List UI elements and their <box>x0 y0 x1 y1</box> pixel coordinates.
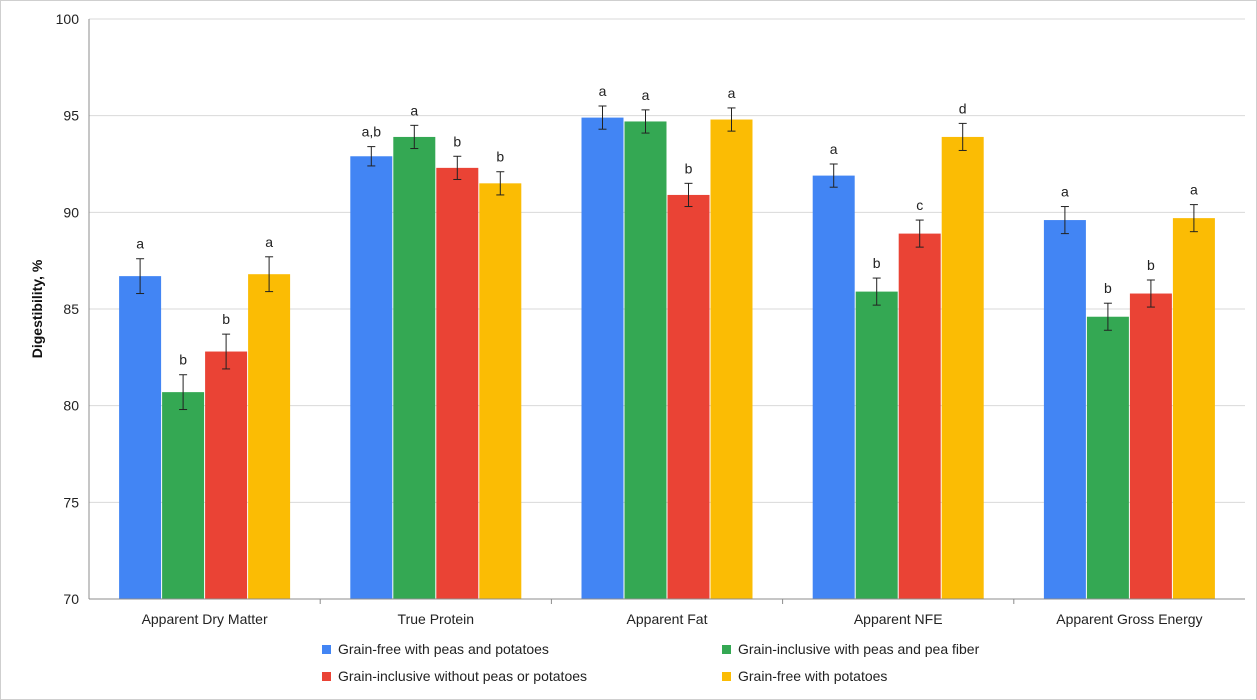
bar <box>624 121 667 599</box>
y-tick-label: 100 <box>56 11 80 27</box>
y-tick-label: 75 <box>63 494 79 510</box>
x-tick-label: Apparent Fat <box>627 611 708 627</box>
y-tick-label: 90 <box>63 204 79 220</box>
legend-label: Grain-inclusive with peas and pea fiber <box>738 641 980 657</box>
significance-label: b <box>1104 280 1112 296</box>
bar <box>479 183 522 600</box>
bar <box>1043 220 1086 600</box>
significance-label: b <box>179 352 187 368</box>
x-tick-label: True Protein <box>398 611 475 627</box>
legend-swatch <box>722 645 731 654</box>
bar <box>436 167 479 599</box>
bar <box>248 274 291 599</box>
significance-label: a <box>1061 184 1069 200</box>
significance-label: a <box>1190 182 1198 198</box>
axes: 70 75 80 85 90 95 100 Apparent Dry Matter True P… <box>56 11 1245 627</box>
bar <box>710 119 753 600</box>
significance-label: a,b <box>362 124 382 140</box>
bar <box>393 136 436 599</box>
y-axis-title: Digestibility, % <box>29 259 45 358</box>
bar <box>350 156 393 599</box>
significance-label: b <box>685 160 693 176</box>
bars: a b b a a,b a b b a a b a a b c d a b b a <box>119 83 1215 600</box>
significance-label: d <box>959 100 967 116</box>
significance-label: a <box>599 83 607 99</box>
bar <box>667 194 710 599</box>
bar <box>119 276 162 599</box>
bar <box>1086 316 1129 599</box>
y-tick-label: 70 <box>63 591 79 607</box>
significance-label: c <box>916 197 923 213</box>
significance-label: b <box>496 149 504 165</box>
legend-label: Grain-free with potatoes <box>738 668 887 684</box>
y-tick-label: 85 <box>63 301 79 317</box>
bar <box>162 392 205 599</box>
x-tick-label: Apparent NFE <box>854 611 943 627</box>
significance-label: a <box>410 102 418 118</box>
legend-swatch <box>722 672 731 681</box>
legend-label: Grain-free with peas and potatoes <box>338 641 549 657</box>
significance-label: a <box>136 236 144 252</box>
significance-label: b <box>222 311 230 327</box>
significance-label: a <box>728 85 736 101</box>
legend: Grain-free with peas and potatoes Grain-i… <box>322 641 980 684</box>
bar <box>812 175 855 599</box>
bar <box>581 117 624 599</box>
significance-label: b <box>873 255 881 271</box>
significance-label: a <box>642 87 650 103</box>
bar <box>941 136 984 599</box>
y-tick-label: 80 <box>63 398 79 414</box>
y-tick-label: 95 <box>63 108 79 124</box>
bar <box>855 291 898 599</box>
bar <box>1172 218 1215 599</box>
significance-label: a <box>265 234 273 250</box>
legend-swatch <box>322 672 331 681</box>
legend-swatch <box>322 645 331 654</box>
x-tick-label: Apparent Gross Energy <box>1056 611 1202 627</box>
bar <box>205 351 248 599</box>
x-tick-label: Apparent Dry Matter <box>142 611 268 627</box>
bar <box>1129 293 1172 599</box>
bar <box>898 233 941 599</box>
legend-label: Grain-inclusive without peas or potatoes <box>338 668 587 684</box>
significance-label: b <box>453 133 461 149</box>
significance-label: b <box>1147 257 1155 273</box>
significance-label: a <box>830 141 838 157</box>
